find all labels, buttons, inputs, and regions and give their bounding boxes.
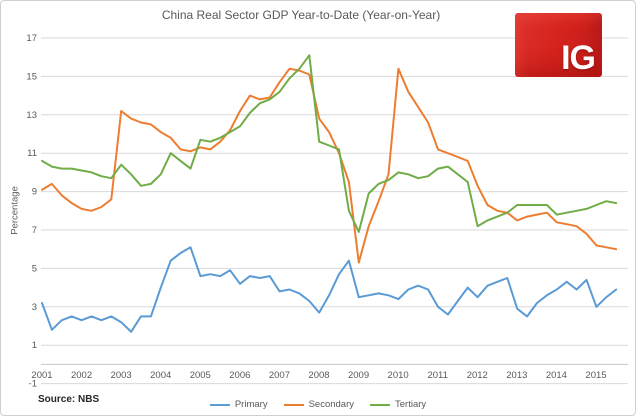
x-tick-label: 2014 bbox=[546, 370, 567, 381]
x-tick-label: 2011 bbox=[427, 370, 447, 381]
y-tick-label: 3 bbox=[32, 302, 37, 313]
y-tick-label: 17 bbox=[26, 33, 37, 44]
legend-item-primary: Primary bbox=[209, 399, 268, 410]
y-axis-title: Percentage bbox=[9, 186, 21, 235]
legend-label: Tertiary bbox=[395, 399, 427, 410]
x-tick-label: 2006 bbox=[229, 370, 250, 381]
x-tick-label: 2013 bbox=[506, 370, 527, 381]
x-tick-label: 2003 bbox=[111, 370, 132, 381]
y-tick-label: 11 bbox=[27, 148, 37, 159]
y-tick-label: 15 bbox=[26, 71, 37, 82]
legend-item-secondary: Secondary bbox=[283, 399, 354, 410]
x-tick-label: 2001 bbox=[31, 370, 52, 381]
series-line-tertiary bbox=[41, 54, 618, 233]
y-tick-label: 9 bbox=[32, 187, 37, 198]
chart-title: China Real Sector GDP Year-to-Date (Year… bbox=[161, 8, 441, 22]
x-tick-label: 2005 bbox=[190, 370, 211, 381]
y-tick-label: 5 bbox=[32, 263, 37, 274]
y-tick-label: 1 bbox=[32, 340, 37, 351]
legend-label: Secondary bbox=[308, 399, 354, 410]
y-tick-label: 13 bbox=[26, 110, 37, 121]
x-tick-label: 2010 bbox=[388, 370, 409, 381]
legend-line-swatch bbox=[370, 403, 390, 406]
x-tick-label: 2007 bbox=[269, 370, 290, 381]
legend-line-swatch bbox=[209, 403, 230, 406]
source-note: Source: NBS bbox=[38, 394, 100, 405]
legend-item-tertiary: Tertiary bbox=[370, 399, 426, 410]
x-tick-label: 2002 bbox=[71, 370, 92, 381]
legend-line-swatch bbox=[283, 403, 304, 406]
x-tick-label: 2012 bbox=[467, 370, 488, 381]
y-tick-label: -1 bbox=[29, 379, 37, 390]
x-tick-label: 2009 bbox=[348, 370, 369, 381]
series-line-secondary bbox=[41, 67, 618, 264]
y-tick-label: 7 bbox=[32, 225, 37, 236]
legend-label: Primary bbox=[234, 399, 268, 410]
x-tick-label: 2008 bbox=[308, 370, 329, 381]
ig-logo: IG bbox=[515, 13, 602, 77]
x-tick-label: 2004 bbox=[150, 370, 171, 381]
ig-logo-text: IG bbox=[561, 39, 596, 77]
chart-legend: Primary Secondary Tertiary bbox=[1, 399, 635, 410]
series-line-primary bbox=[41, 246, 618, 333]
x-tick-label: 2015 bbox=[585, 370, 606, 381]
